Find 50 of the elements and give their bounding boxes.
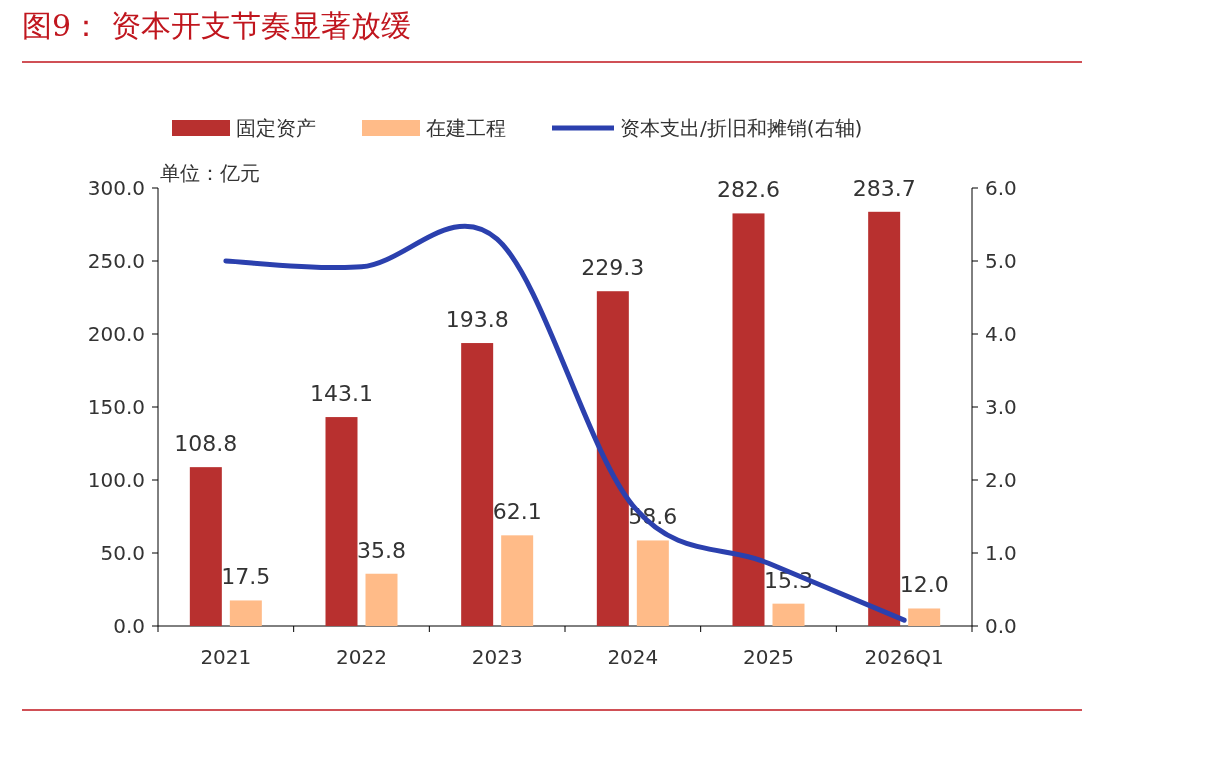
data-label: 62.1	[492, 499, 542, 525]
bar	[868, 211, 901, 626]
legend-label: 在建工程	[426, 116, 506, 140]
legend: 资本支出/折旧和摊销(右轴)	[552, 116, 863, 140]
y2-tick-label: 0.0	[985, 614, 1017, 638]
chart-title: 图9： 资本开支节奏显著放缓	[22, 8, 411, 43]
x-tick-label: 2021	[200, 645, 252, 669]
bar	[732, 213, 765, 626]
legend: 在建工程	[362, 116, 506, 140]
bar	[636, 540, 669, 626]
y2-tick-label: 3.0	[985, 395, 1017, 419]
y-tick-label: 250.0	[87, 249, 145, 273]
bar	[501, 535, 534, 626]
data-label: 283.7	[852, 175, 916, 201]
x-tick-label: 2022	[336, 645, 387, 669]
data-label: 193.8	[445, 307, 509, 333]
bar	[365, 573, 398, 626]
x-tick-label: 2023	[471, 645, 523, 669]
bar	[596, 291, 629, 626]
bar	[461, 343, 494, 626]
y2-tick-label: 4.0	[985, 322, 1017, 346]
y-tick-label: 0.0	[113, 614, 145, 638]
y2-tick-label: 5.0	[985, 249, 1017, 273]
bar	[908, 608, 941, 626]
y-tick-label: 50.0	[100, 541, 145, 565]
data-label: 12.0	[899, 572, 949, 598]
y-tick-label: 100.0	[87, 468, 145, 492]
bar	[189, 467, 222, 626]
legend-label: 固定资产	[236, 116, 316, 140]
text: 单位：亿元	[160, 161, 260, 185]
bar	[229, 600, 262, 626]
legend: 固定资产	[172, 116, 316, 140]
data-label: 35.8	[357, 537, 406, 563]
x-tick-label: 2025	[743, 645, 794, 669]
y2-tick-label: 2.0	[985, 468, 1017, 492]
y-tick-label: 200.0	[87, 322, 145, 346]
y2-tick-label: 1.0	[985, 541, 1017, 565]
bar	[772, 603, 805, 626]
y-tick-label: 300.0	[87, 176, 145, 200]
data-label: 143.1	[310, 381, 373, 407]
legend-label: 资本支出/折旧和摊销(右轴)	[620, 116, 863, 140]
data-label: 282.6	[717, 177, 780, 203]
y-tick-label: 150.0	[87, 395, 145, 419]
y2-tick-label: 6.0	[985, 176, 1017, 200]
x-tick-label: 2026Q1	[864, 645, 944, 669]
bar	[325, 417, 358, 626]
data-label: 229.3	[581, 255, 645, 281]
data-label: 17.5	[221, 564, 271, 590]
data-label: 108.8	[174, 431, 238, 457]
x-tick-label: 2024	[607, 645, 659, 669]
